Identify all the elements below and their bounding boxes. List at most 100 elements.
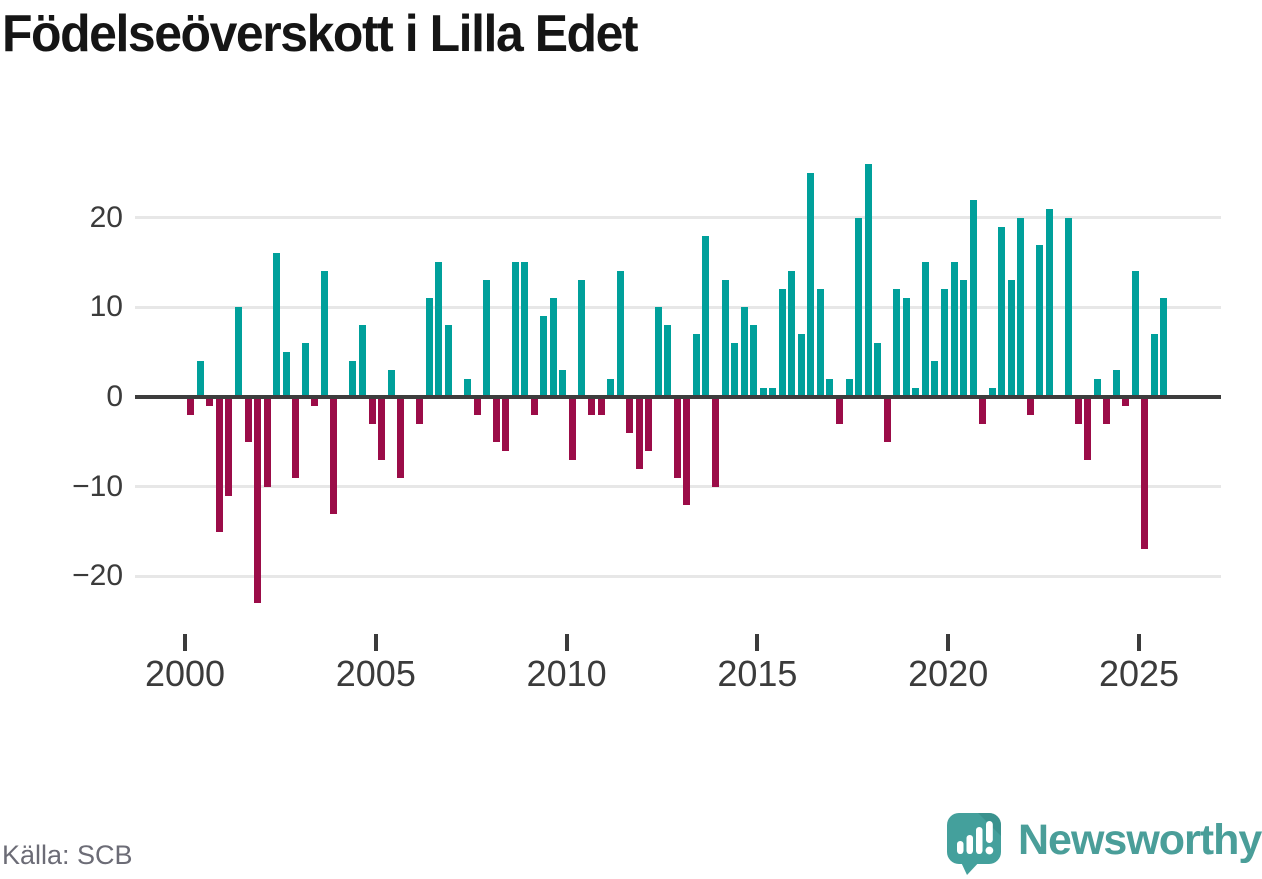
bar-2003-Q3	[320, 271, 328, 397]
bar-2017-Q4	[864, 163, 872, 397]
bar-2015-Q1	[759, 388, 767, 397]
bar-2013-Q3	[702, 235, 710, 397]
bar-2010-Q1	[568, 397, 576, 460]
zero-axis-line	[135, 395, 1221, 399]
bar-2022-Q3	[1045, 208, 1053, 397]
bar-2009-Q4	[559, 370, 567, 397]
bar-2019-Q1	[912, 388, 920, 397]
x-axis-label: 2000	[144, 653, 226, 694]
bar-2007-Q3	[473, 397, 481, 415]
bar-2012-Q1	[645, 397, 653, 451]
bar-2007-Q4	[483, 280, 491, 397]
bar-2009-Q3	[549, 298, 557, 397]
bar-2011-Q3	[626, 397, 634, 433]
x-axis-label: 2005	[335, 653, 416, 694]
bar-2000-Q1	[187, 397, 195, 415]
bar-2020-Q2	[960, 280, 968, 397]
bar-2003-Q4	[330, 397, 338, 514]
x-axis-label: 2015	[717, 653, 798, 694]
bar-2005-Q3	[397, 397, 405, 478]
newsworthy-pin-icon	[947, 813, 1001, 875]
bar-2008-Q3	[511, 262, 519, 397]
bar-2018-Q3	[893, 289, 901, 397]
bar-2017-Q2	[845, 379, 853, 397]
x-tick-2015	[755, 634, 760, 651]
bar-2001-Q1	[225, 397, 233, 496]
bar-2018-Q1	[874, 343, 882, 397]
bar-2020-Q4	[979, 397, 987, 424]
bar-2002-Q3	[282, 352, 290, 397]
bar-2010-Q4	[597, 397, 605, 415]
bar-2003-Q1	[301, 343, 309, 397]
bar-2012-Q3	[664, 325, 672, 397]
bar-2010-Q2	[578, 280, 586, 397]
bar-2005-Q1	[378, 397, 386, 460]
bar-2020-Q1	[950, 262, 958, 397]
bar-2002-Q1	[263, 397, 271, 487]
bar-2009-Q1	[530, 397, 538, 415]
bar-2024-Q4	[1131, 271, 1139, 397]
bar-2005-Q2	[387, 370, 395, 397]
bar-2013-Q1	[683, 397, 691, 505]
bar-2022-Q1	[1026, 397, 1034, 415]
bar-2004-Q2	[349, 361, 357, 397]
bar-2022-Q2	[1036, 244, 1044, 397]
x-tick-2005	[373, 634, 378, 651]
gridline-y--20	[135, 574, 1221, 578]
bar-2015-Q4	[788, 271, 796, 397]
bar-2023-Q2	[1074, 397, 1082, 424]
bar-2014-Q4	[750, 325, 758, 397]
bar-2011-Q1	[607, 379, 615, 397]
bar-2025-Q1	[1141, 397, 1149, 550]
bar-2011-Q2	[616, 271, 624, 397]
bar-2016-Q1	[797, 334, 805, 397]
bar-2002-Q2	[273, 253, 281, 397]
bar-2006-Q1	[416, 397, 424, 424]
bar-2019-Q4	[940, 289, 948, 397]
bar-2000-Q4	[215, 397, 223, 532]
bar-2001-Q2	[235, 307, 242, 397]
bar-2010-Q3	[587, 397, 595, 415]
source-caption: Källa: SCB	[2, 840, 133, 870]
bar-2009-Q2	[540, 316, 548, 397]
x-tick-2025	[1137, 634, 1141, 651]
chart-title: Födelseöverskott i Lilla Edet	[2, 5, 639, 63]
bar-2019-Q3	[931, 361, 939, 397]
bar-2018-Q4	[902, 298, 910, 397]
y-axis-label: 10	[89, 290, 123, 324]
bar-2011-Q4	[635, 397, 643, 469]
bar-2014-Q2	[731, 343, 739, 397]
bar-2015-Q2	[769, 388, 777, 397]
bar-2007-Q2	[463, 379, 471, 397]
bar-2001-Q3	[244, 397, 252, 442]
bar-2013-Q4	[712, 397, 719, 487]
bar-2025-Q3	[1160, 298, 1168, 397]
bar-2006-Q4	[444, 325, 452, 397]
y-axis-label: 0	[106, 380, 123, 413]
x-tick-2020	[946, 634, 951, 651]
gridline-y-20	[135, 216, 1221, 220]
bar-2021-Q3	[1007, 280, 1015, 397]
gridline-y--10	[135, 485, 1221, 489]
bar-2023-Q4	[1093, 379, 1101, 397]
bar-2013-Q2	[692, 334, 700, 397]
y-axis-label: −10	[72, 469, 123, 503]
x-axis-label: 2025	[1098, 653, 1180, 694]
bar-2017-Q3	[855, 217, 863, 397]
bar-2004-Q4	[368, 397, 376, 424]
bar-2023-Q1	[1064, 217, 1072, 397]
newsworthy-logo-text: Newsworthy	[1018, 816, 1262, 864]
x-axis-label: 2020	[908, 653, 989, 694]
gridline-y-10	[135, 305, 1221, 309]
bar-2008-Q4	[521, 262, 529, 397]
bar-2021-Q4	[1017, 217, 1025, 397]
bar-2015-Q3	[778, 289, 786, 397]
bar-2016-Q3	[816, 289, 824, 397]
bar-2017-Q1	[836, 397, 844, 424]
bar-2016-Q4	[826, 379, 834, 397]
bar-2012-Q2	[654, 307, 662, 397]
x-tick-2010	[564, 634, 569, 651]
bar-2003-Q2	[311, 397, 319, 406]
bar-2000-Q2	[196, 361, 204, 397]
